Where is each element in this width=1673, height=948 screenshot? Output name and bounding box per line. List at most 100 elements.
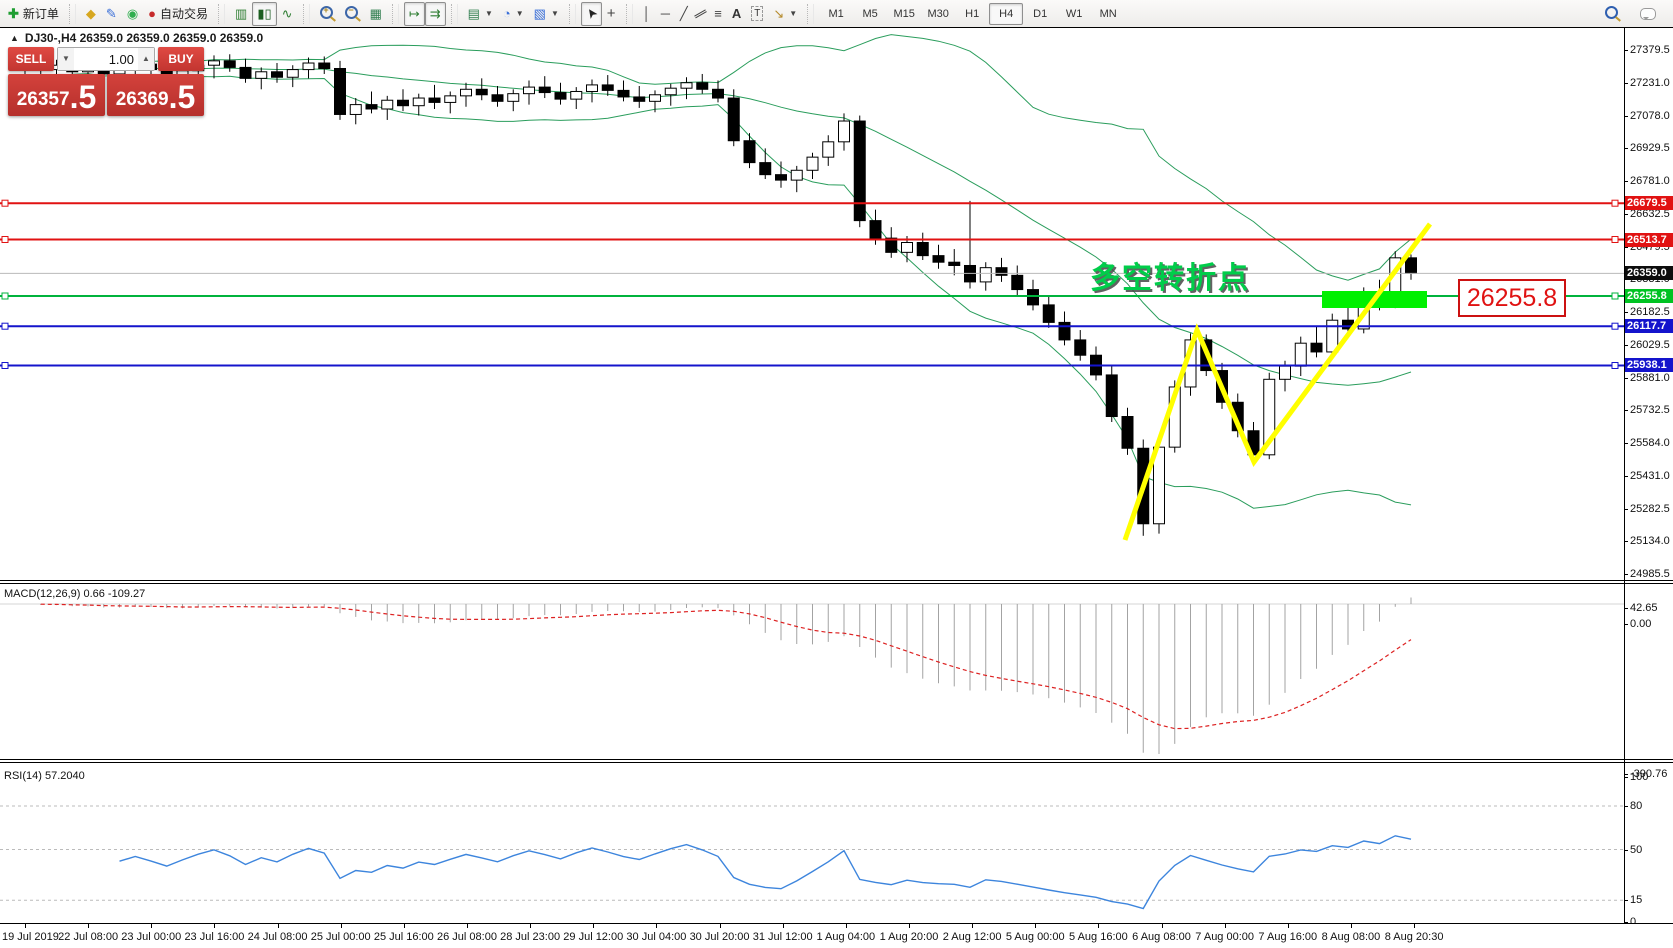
zigzag-trendline: [1122, 222, 1433, 541]
price-tick-label: 25584.0: [1630, 436, 1670, 449]
time-tick: [1350, 924, 1352, 928]
autoscroll-button[interactable]: ⇉: [424, 1, 446, 26]
main-chart-canvas[interactable]: [0, 27, 1673, 581]
sell-button[interactable]: SELL: [8, 47, 54, 71]
buy-button[interactable]: BUY: [158, 47, 204, 71]
bear-candle: [1027, 289, 1039, 306]
bull-candle: [208, 60, 220, 66]
mql5-button[interactable]: ◆: [81, 2, 101, 26]
horizontal-line-button[interactable]: ─: [656, 2, 675, 26]
price-tick-label: 24985.5: [1630, 567, 1670, 580]
bar-chart-button[interactable]: ▥: [230, 2, 252, 26]
fibonacci-button[interactable]: ≡: [709, 2, 727, 26]
axis-tick: [1624, 246, 1628, 248]
rsi-label: RSI(14) 57.2040: [4, 770, 85, 782]
bear-candle: [727, 97, 740, 142]
panel-divider[interactable]: [0, 580, 1673, 581]
new-chart-dropdown[interactable]: ▤ ▼: [463, 2, 498, 26]
line-chart-icon: ∿: [281, 6, 293, 21]
time-tick: [719, 924, 721, 928]
bull-candle: [381, 99, 394, 110]
new-order-button[interactable]: ✚ 新订单: [3, 2, 64, 26]
sell-price-display[interactable]: 26357.5: [8, 74, 105, 116]
timeframe-button-M1[interactable]: M1: [828, 7, 844, 20]
indicators-dropdown[interactable]: ▧ ▼: [529, 2, 564, 26]
buy-price-display[interactable]: 26369.5: [107, 74, 204, 116]
mql5-icon: ◆: [85, 6, 96, 21]
timeframe-button-H1[interactable]: H1: [965, 7, 980, 20]
bollinger-middle-band: [72, 66, 1412, 386]
tile-windows-button[interactable]: ▦: [365, 2, 387, 26]
autotrading-button[interactable]: ● 自动交易: [143, 2, 213, 26]
bear-candle: [334, 67, 346, 115]
bear-candle: [365, 104, 378, 110]
zoom-out-button[interactable]: [340, 2, 365, 26]
axis-tick: [1624, 442, 1628, 444]
buy-price-pip: .5: [168, 79, 196, 115]
price-tag: 26255.8: [1625, 288, 1673, 303]
axis-tick: [1624, 148, 1628, 150]
price-tick-label: 25282.5: [1630, 502, 1670, 515]
timeframe-button-MN[interactable]: MN: [1099, 7, 1117, 20]
time-tick: [593, 924, 595, 928]
timeframe-button-M15[interactable]: M15: [893, 7, 915, 20]
time-tick-label: 29 Jul 12:00: [563, 931, 624, 943]
panel-divider[interactable]: [0, 759, 1673, 760]
rsi-canvas[interactable]: [0, 763, 1673, 922]
line-anchor: [1, 362, 9, 369]
timeframe-button-W1[interactable]: W1: [1065, 7, 1083, 20]
timeframe-button-M5[interactable]: M5: [862, 7, 878, 20]
bar-chart-icon: ▥: [235, 6, 248, 21]
bear-candle: [633, 96, 646, 102]
trendline-button[interactable]: ╱: [675, 2, 693, 26]
axis-tick: [1624, 849, 1628, 851]
axis-tick: [1624, 311, 1628, 313]
price-tick-label: 26781.0: [1630, 174, 1670, 187]
candlestick-chart-button[interactable]: ▮▯: [252, 1, 277, 26]
bear-candle: [491, 94, 504, 102]
channel-button[interactable]: ∥: [693, 2, 710, 26]
metaeditor-button[interactable]: ✎: [101, 2, 122, 26]
time-tick: [845, 924, 847, 928]
line-chart-button[interactable]: ∿: [277, 2, 298, 26]
price-tag: 26117.7: [1625, 319, 1673, 334]
chat-button[interactable]: [1635, 2, 1661, 26]
time-tick-label: 8 Aug 08:00: [1321, 931, 1381, 943]
arrows-dropdown[interactable]: ↘ ▼: [768, 2, 802, 26]
timeframe-button-D1[interactable]: D1: [1033, 7, 1048, 20]
timeframe-button-M30[interactable]: M30: [927, 7, 949, 20]
cursor-button[interactable]: ➤: [580, 1, 602, 26]
time-tick-label: 24 Jul 08:00: [247, 931, 308, 943]
price-tick-label: 25732.5: [1630, 404, 1670, 417]
bull-candle: [460, 88, 472, 97]
bull-candle: [680, 82, 693, 89]
tile-windows-icon: ▦: [369, 6, 382, 21]
volume-increase-button[interactable]: ▲: [138, 48, 154, 70]
timeframe-button-H4[interactable]: H4: [989, 2, 1024, 25]
rsi-tick-label: 50: [1630, 843, 1643, 856]
toolbar-separator: [302, 3, 310, 24]
chart-shift-button[interactable]: ↦: [403, 1, 425, 26]
collapse-panel-icon[interactable]: ▲: [10, 33, 19, 43]
label-button[interactable]: T: [746, 2, 768, 26]
toolbar-separator: [68, 3, 76, 24]
bear-candle: [712, 88, 724, 99]
text-button[interactable]: A: [727, 2, 746, 26]
sell-price-main: 26357: [16, 89, 70, 110]
time-tick-label: 1 Aug 04:00: [816, 931, 876, 943]
price-tag: 26359.0: [1625, 266, 1673, 281]
signals-button[interactable]: ◉: [122, 2, 143, 26]
crosshair-button[interactable]: +: [602, 2, 621, 26]
vertical-line-button[interactable]: │: [638, 2, 656, 26]
volume-decrease-button[interactable]: ▼: [58, 48, 74, 70]
macd-canvas[interactable]: [0, 584, 1673, 759]
time-axis[interactable]: 19 Jul 2019 22 Jul 08:00 23 Jul 00:00 23 Ju…: [0, 923, 1673, 948]
search-button[interactable]: [1600, 2, 1625, 26]
panel-divider: [0, 762, 1673, 763]
zoom-in-button[interactable]: [315, 2, 340, 26]
price-tick-label: 27231.0: [1630, 76, 1670, 89]
time-tick-label: 28 Jul 23:00: [500, 931, 561, 943]
volume-input[interactable]: [74, 48, 138, 70]
clock-icon: ◔: [502, 6, 511, 21]
profiles-dropdown[interactable]: ◔ ▼: [498, 2, 529, 26]
